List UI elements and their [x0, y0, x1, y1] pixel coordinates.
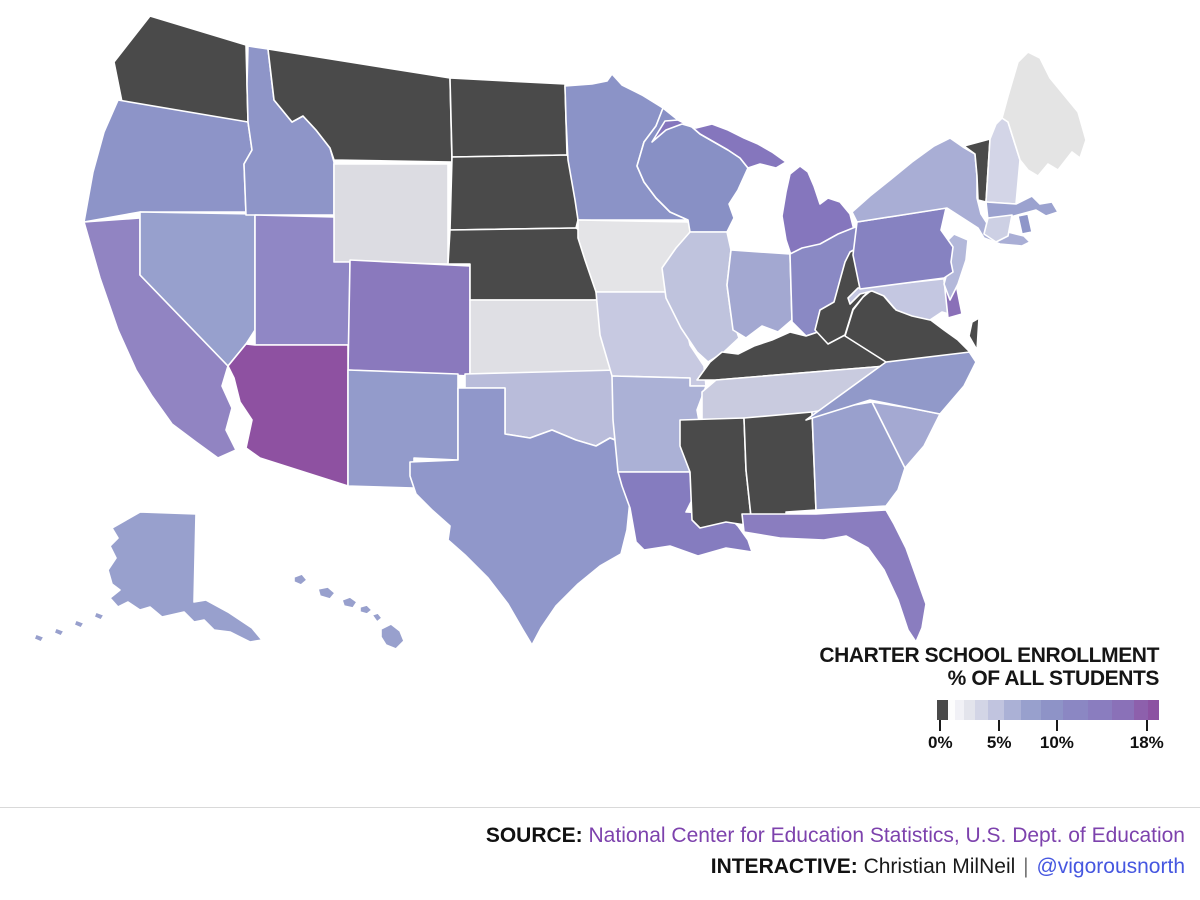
legend-gradient-segment	[948, 700, 955, 720]
legend-gradient-segment	[1134, 700, 1148, 720]
state-ny[interactable]: New York: ~3.4%	[851, 137, 1031, 247]
twitter-handle-link[interactable]: @vigorousnorth	[1036, 855, 1185, 878]
legend-gradient-segment	[988, 700, 1004, 720]
separator: |	[1023, 855, 1029, 878]
legend-title-line2: % OF ALL STUDENTS	[947, 667, 1160, 690]
legend-gradient-segment	[937, 700, 949, 720]
state-ct[interactable]: Connecticut: ~1.6%	[983, 214, 1013, 243]
legend-gradient-segment	[954, 700, 964, 720]
state-fl[interactable]: Florida: ~8.8%	[741, 509, 927, 643]
author-name: Christian MilNeil	[863, 855, 1016, 878]
state-nd[interactable]: North Dakota: ~0%	[449, 77, 568, 158]
legend-gradient-segment	[974, 700, 989, 720]
state-ri[interactable]: Rhode Island: ~6%	[1017, 213, 1033, 235]
legend-gradient-bar	[937, 700, 1159, 720]
state-co[interactable]: Colorado: ~10%	[347, 259, 471, 377]
state-me[interactable]: Maine: ~0.3%	[1001, 51, 1087, 177]
us-choropleth-map: Washington: ~0%Oregon: ~5.8%California: …	[33, 15, 1087, 650]
state-la[interactable]: Louisiana: ~9.2%	[617, 471, 753, 557]
legend-gradient-segment	[1112, 700, 1135, 720]
state-tx[interactable]: Texas: ~5.4%	[409, 387, 631, 646]
state-ak[interactable]: Alaska: ~4.8%	[33, 511, 263, 643]
state-az[interactable]: Arizona: ~15%	[227, 343, 349, 487]
legend-tick-label: 18%	[1129, 733, 1164, 752]
legend-gradient-segment	[1147, 700, 1159, 720]
legend-gradient-segment	[1041, 700, 1064, 720]
legend-tick-label: 0%	[928, 733, 953, 752]
legend-axis-ticks: 0% 5% 10% 18%	[928, 720, 1164, 758]
legend-tick-label: 10%	[1039, 733, 1074, 752]
legend-gradient-segment	[1063, 700, 1088, 720]
legend-tick-label: 5%	[986, 733, 1012, 752]
legend-tick-mark	[1055, 720, 1058, 731]
legend-tick-mark	[939, 720, 942, 731]
legend-gradient-segment	[963, 700, 975, 720]
interactive-line: INTERACTIVE: Christian MilNeil | @vigoro…	[486, 851, 1185, 882]
state-nm[interactable]: New Mexico: ~5.2%	[347, 369, 459, 489]
legend-title-line1: CHARTER SCHOOL ENROLLMENT	[819, 644, 1159, 667]
footer-credits: SOURCE: National Center for Education St…	[486, 820, 1185, 882]
state-pa[interactable]: Pennsylvania: ~8.4%	[852, 207, 954, 290]
legend-gradient-segment	[1003, 700, 1022, 720]
state-hi[interactable]: Hawaii: ~4.8%	[293, 573, 405, 650]
legend-tick-mark	[998, 720, 1001, 731]
footer-divider	[0, 807, 1200, 808]
source-label: SOURCE:	[485, 824, 583, 847]
legend-gradient-segment	[1021, 700, 1042, 720]
interactive-label: INTERACTIVE:	[710, 855, 858, 878]
source-link[interactable]: National Center for Education Statistics…	[588, 824, 1185, 847]
legend-gradient-segment	[1087, 700, 1113, 720]
legend: CHARTER SCHOOL ENROLLMENT % OF ALL STUDE…	[769, 644, 1164, 758]
state-wy[interactable]: Wyoming: ~0.3%	[333, 163, 449, 265]
state-sd[interactable]: South Dakota: ~0%	[449, 154, 584, 231]
legend-tick-mark	[1145, 720, 1148, 731]
state-in[interactable]: Indiana: ~3.8%	[726, 249, 793, 339]
source-line: SOURCE: National Center for Education St…	[486, 820, 1185, 851]
state-or[interactable]: Oregon: ~5.8%	[83, 99, 253, 223]
